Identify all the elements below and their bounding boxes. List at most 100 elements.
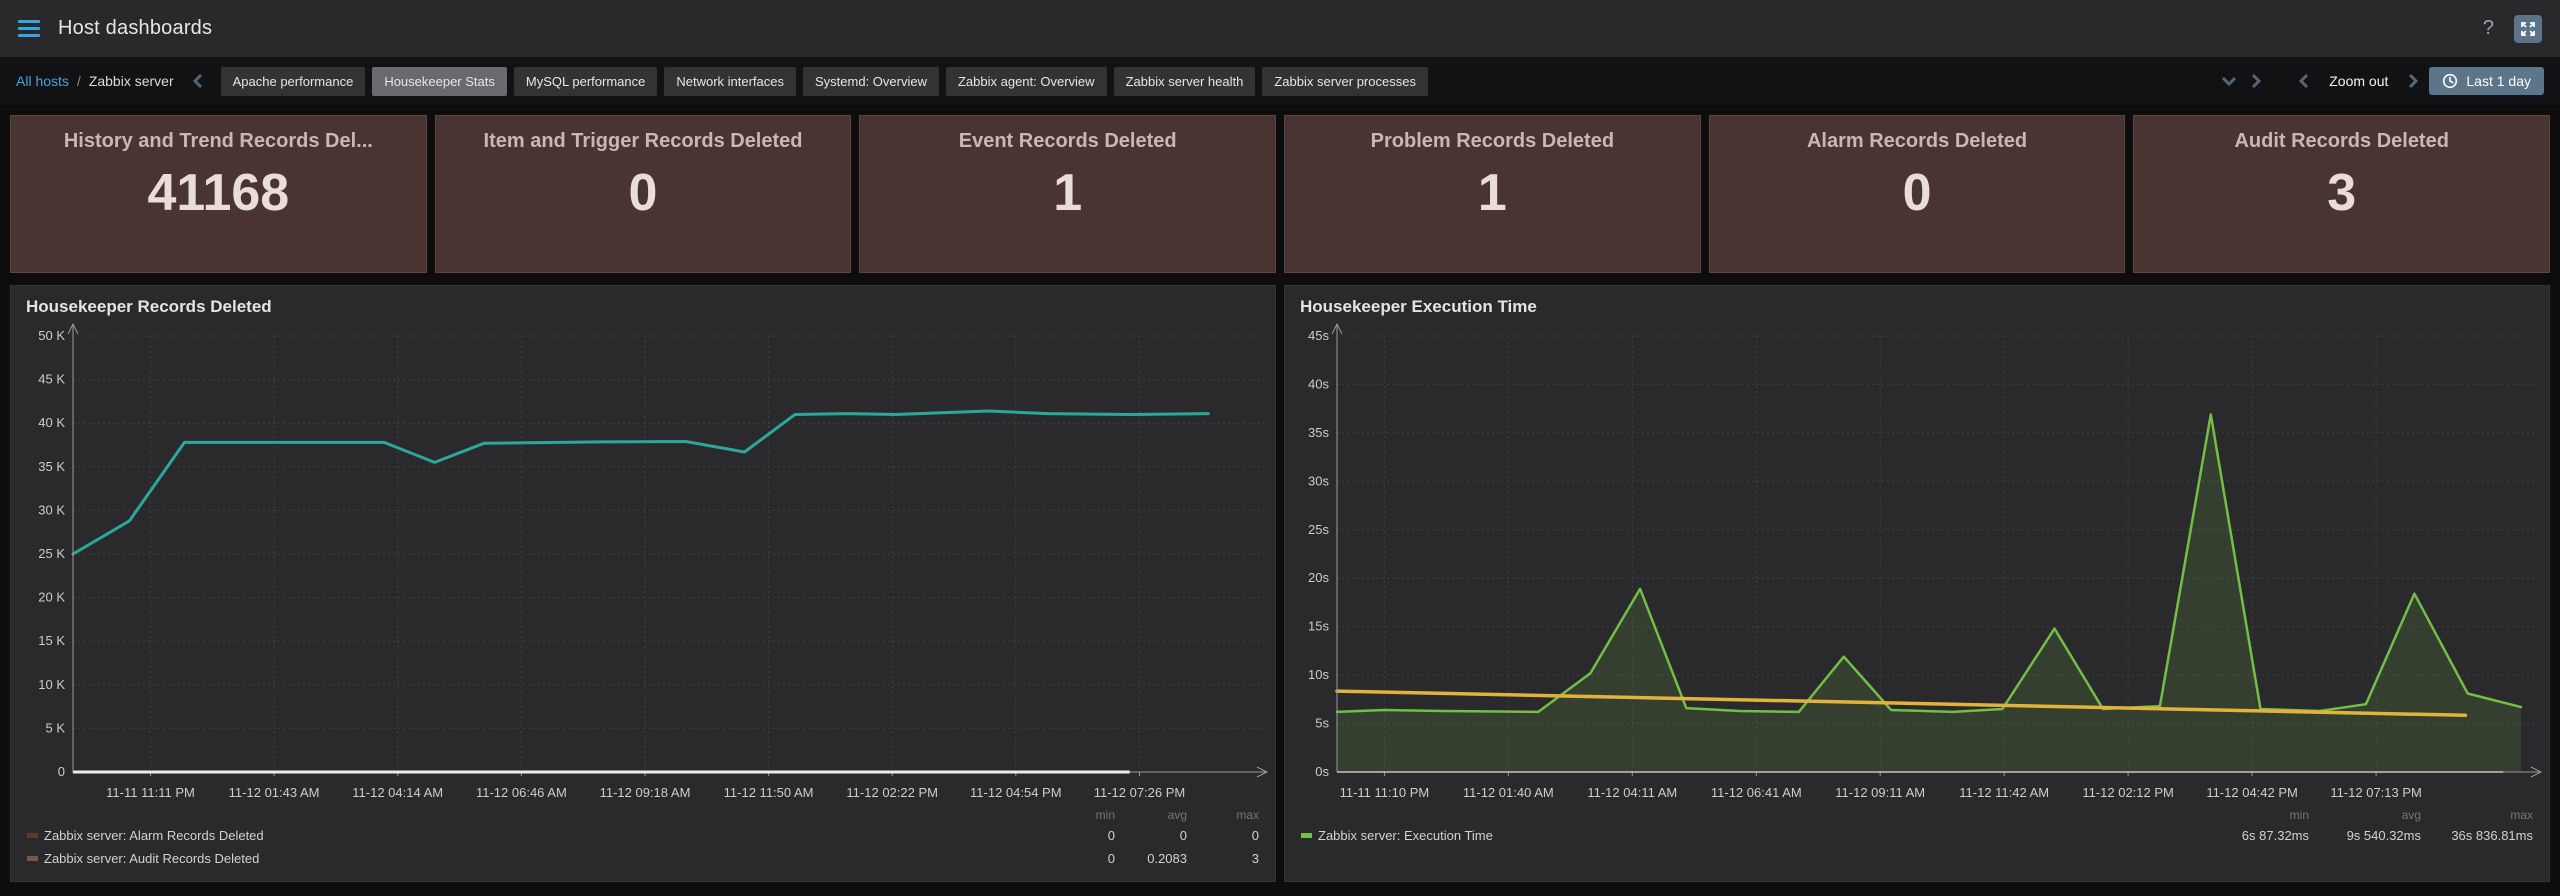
svg-text:10s: 10s (1308, 667, 1329, 682)
chevron-down-icon[interactable] (2217, 76, 2241, 87)
svg-text:11-12 09:11 AM: 11-12 09:11 AM (1835, 785, 1925, 800)
svg-text:5 K: 5 K (45, 720, 65, 735)
stat-panel-event-records-deleted: Event Records Deleted 1 (859, 115, 1277, 273)
fullscreen-button[interactable] (2514, 14, 2542, 43)
stat-panel-value: 1 (1477, 164, 1507, 222)
breadcrumb-all-hosts-link[interactable]: All hosts (16, 73, 69, 89)
stat-panel-title[interactable]: History and Trend Records Del... (63, 130, 373, 152)
stat-panel-audit-records-deleted: Audit Records Deleted 3 (2133, 115, 2551, 273)
svg-text:50 K: 50 K (38, 328, 65, 343)
tab-zabbix-agent-overview[interactable]: Zabbix agent: Overview (945, 66, 1107, 96)
dashboard-tab-list: Apache performance Housekeeper Stats MySQL… (220, 66, 1428, 96)
legend-column-min: min (1095, 808, 1115, 822)
svg-text:11-12 04:42 PM: 11-12 04:42 PM (2206, 785, 2298, 800)
legend-value-min: 0 (1107, 828, 1115, 843)
stat-panel-history-and-trend-records-del: History and Trend Records Del... 41168 (10, 115, 427, 273)
svg-text:11-12 06:41 AM: 11-12 06:41 AM (1711, 785, 1802, 800)
stat-panel-item-and-trigger-records-deleted: Item and Trigger Records Deleted 0 (434, 115, 852, 273)
stat-panel-value: 41168 (147, 164, 290, 222)
legend-row: Zabbix server: Alarm Records Deleted 0 0 0 (27, 824, 1259, 847)
svg-text:25s: 25s (1308, 522, 1329, 537)
svg-text:20 K: 20 K (38, 590, 65, 605)
legend-series-swatch[interactable] (27, 856, 38, 861)
time-shift-back-icon[interactable] (2294, 73, 2313, 89)
legend-value-max: 3 (1251, 851, 1259, 866)
page-title: Host dashboards (58, 17, 213, 39)
svg-text:40 K: 40 K (38, 415, 65, 430)
legend-column-max: max (1236, 808, 1259, 822)
svg-text:40s: 40s (1308, 376, 1329, 391)
chart-panel-records-deleted: Housekeeper Records Deleted 11-11 11:11 … (10, 285, 1276, 882)
svg-text:5s: 5s (1315, 716, 1329, 731)
stat-panel-title[interactable]: Item and Trigger Records Deleted (483, 130, 803, 152)
svg-text:15 K: 15 K (38, 633, 65, 648)
legend-column-avg: avg (2401, 808, 2421, 822)
svg-text:10 K: 10 K (38, 677, 65, 692)
chart-legend: min avg max Zabbix server: Execution Time 6s… (1285, 806, 2549, 847)
stat-panel-title[interactable]: Event Records Deleted (958, 130, 1177, 152)
svg-text:11-11 11:11 PM: 11-11 11:11 PM (106, 785, 195, 800)
stat-panel-title[interactable]: Audit Records Deleted (2234, 130, 2449, 152)
legend-series-label[interactable]: Zabbix server: Execution Time (1318, 828, 1493, 843)
legend-series-label[interactable]: Zabbix server: Audit Records Deleted (44, 851, 260, 866)
svg-text:11-12 09:18 AM: 11-12 09:18 AM (600, 785, 691, 800)
svg-text:45 K: 45 K (38, 372, 65, 387)
legend-value-min: 6s 87.32ms (2241, 828, 2309, 843)
svg-text:11-12 11:42 AM: 11-12 11:42 AM (1959, 785, 2049, 800)
help-icon[interactable]: ? (2482, 17, 2494, 39)
chart-panel-execution-time: Housekeeper Execution Time 11-11 11:10 P… (1284, 285, 2550, 882)
svg-text:45s: 45s (1308, 328, 1329, 343)
stat-panel-title[interactable]: Alarm Records Deleted (1806, 130, 2028, 152)
tab-zabbix-server-health[interactable]: Zabbix server health (1113, 66, 1256, 96)
breadcrumb-current-host: Zabbix server (88, 73, 174, 89)
legend-series-label[interactable]: Zabbix server: Alarm Records Deleted (44, 828, 264, 843)
stat-panel-title[interactable]: Problem Records Deleted (1370, 130, 1615, 152)
tab-housekeeper-stats[interactable]: Housekeeper Stats (372, 66, 507, 96)
tabs-scroll-left-icon[interactable] (188, 73, 207, 89)
svg-text:11-12 02:22 PM: 11-12 02:22 PM (846, 785, 938, 800)
stat-panel-value: 3 (2327, 164, 2357, 222)
stat-panel-value: 1 (1053, 164, 1083, 222)
time-range-button[interactable]: Last 1 day (2429, 67, 2544, 95)
legend-value-min: 0 (1107, 851, 1115, 866)
stat-panel-value: 0 (1902, 164, 1932, 222)
dashboard-nav-bar: All hosts / Zabbix server Apache perform… (0, 57, 2560, 105)
tab-apache-performance[interactable]: Apache performance (220, 66, 366, 96)
legend-row: Zabbix server: Execution Time 6s 87.32ms 9… (1301, 824, 2533, 847)
stat-panel-problem-records-deleted: Problem Records Deleted 1 (1284, 115, 1701, 273)
chart-canvas[interactable]: 11-11 11:10 PM 11-12 01:40 AM 11-12 04:11 … (1285, 320, 2549, 806)
chart-canvas[interactable]: 11-11 11:11 PM 11-12 01:43 AM 11-12 04:14 … (11, 320, 1275, 806)
legend-row: Zabbix server: Audit Records Deleted 0 0.2… (27, 847, 1259, 870)
legend-series-swatch[interactable] (1301, 833, 1312, 838)
tab-mysql-performance[interactable]: MySQL performance (513, 66, 658, 96)
legend-header: min avg max (1301, 806, 2533, 824)
legend-value-avg: 9s 540.32ms (2346, 828, 2421, 843)
legend-column-avg: avg (1167, 808, 1187, 822)
svg-text:30s: 30s (1308, 473, 1329, 488)
svg-text:11-12 11:50 AM: 11-12 11:50 AM (724, 785, 814, 800)
top-bar: Host dashboards ? (0, 0, 2560, 57)
legend-series-swatch[interactable] (27, 833, 38, 838)
time-range-label: Last 1 day (2466, 73, 2531, 89)
chart-title[interactable]: Housekeeper Execution Time (1300, 297, 1537, 316)
svg-text:11-12 01:40 AM: 11-12 01:40 AM (1463, 785, 1554, 800)
svg-text:15s: 15s (1308, 619, 1329, 634)
zoom-out-button[interactable]: Zoom out (2329, 73, 2389, 89)
stat-panel-value: 0 (628, 164, 658, 222)
tab-systemd-overview[interactable]: Systemd: Overview (803, 66, 939, 96)
svg-text:35 K: 35 K (38, 459, 65, 474)
tab-network-interfaces[interactable]: Network interfaces (664, 66, 796, 96)
svg-text:11-12 07:13 PM: 11-12 07:13 PM (2330, 785, 2422, 800)
legend-value-avg: 0.2083 (1147, 851, 1187, 866)
legend-value-max: 36s 836.81ms (2451, 828, 2533, 843)
breadcrumb: All hosts / Zabbix server (16, 73, 174, 89)
chart-title[interactable]: Housekeeper Records Deleted (26, 297, 272, 316)
tab-zabbix-server-processes[interactable]: Zabbix server processes (1262, 66, 1428, 96)
svg-text:0: 0 (58, 764, 65, 779)
svg-text:25 K: 25 K (38, 546, 65, 561)
time-shift-forward-icon[interactable] (2404, 73, 2423, 89)
next-dashboard-icon[interactable] (2247, 73, 2266, 89)
menu-icon[interactable] (18, 20, 40, 37)
legend-column-max: max (2510, 808, 2533, 822)
svg-text:0s: 0s (1315, 764, 1329, 779)
